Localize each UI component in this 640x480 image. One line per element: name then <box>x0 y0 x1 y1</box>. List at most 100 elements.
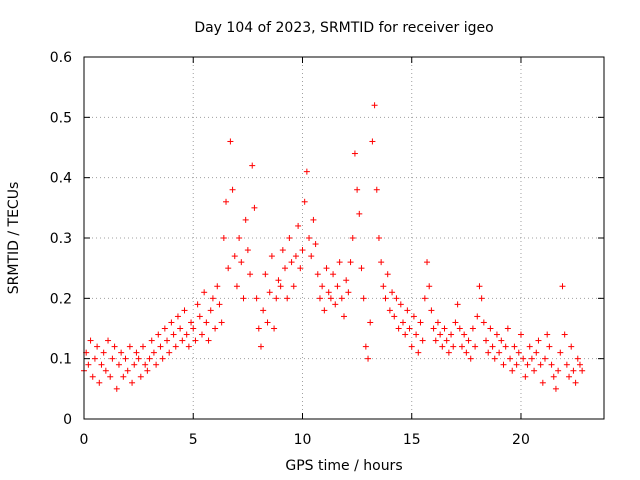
data-point <box>516 350 522 356</box>
data-point <box>345 289 351 295</box>
data-point <box>529 356 535 362</box>
data-point <box>446 350 452 356</box>
data-point <box>417 319 423 325</box>
y-tick-label: 0.4 <box>50 171 72 187</box>
data-point <box>173 344 179 350</box>
data-point <box>147 356 153 362</box>
data-point <box>538 362 544 368</box>
data-point <box>455 301 461 307</box>
data-point <box>426 283 432 289</box>
data-point <box>286 235 292 241</box>
data-point <box>160 356 166 362</box>
data-point <box>138 374 144 380</box>
y-tick-label: 0 <box>63 412 72 428</box>
data-point <box>575 356 581 362</box>
data-point <box>295 223 301 229</box>
data-point <box>557 350 563 356</box>
data-point <box>184 332 190 338</box>
data-point <box>221 235 227 241</box>
y-tick-label: 0.3 <box>50 231 72 247</box>
data-point <box>182 307 188 313</box>
data-point <box>393 295 399 301</box>
data-point <box>133 350 139 356</box>
data-point <box>365 356 371 362</box>
data-point <box>551 374 557 380</box>
data-point <box>299 247 305 253</box>
data-point <box>199 332 205 338</box>
data-point <box>265 319 271 325</box>
data-point <box>400 319 406 325</box>
data-point <box>573 380 579 386</box>
data-point <box>317 295 323 301</box>
data-point <box>535 338 541 344</box>
data-point <box>500 362 506 368</box>
data-point <box>562 332 568 338</box>
data-point <box>361 295 367 301</box>
data-point <box>442 326 448 332</box>
data-point <box>109 356 115 362</box>
data-point <box>92 356 98 362</box>
data-point <box>232 253 238 259</box>
data-point <box>260 307 266 313</box>
data-point <box>188 319 194 325</box>
data-point <box>219 319 225 325</box>
data-point <box>306 235 312 241</box>
data-point <box>533 350 539 356</box>
data-points <box>81 102 585 392</box>
data-point <box>555 368 561 374</box>
data-point <box>127 344 133 350</box>
data-point <box>162 326 168 332</box>
x-tick-label: 10 <box>294 432 312 448</box>
data-point <box>85 362 91 368</box>
data-point <box>94 344 100 350</box>
data-point <box>125 368 131 374</box>
data-point <box>568 344 574 350</box>
data-point <box>88 338 94 344</box>
data-point <box>171 332 177 338</box>
data-point <box>186 344 192 350</box>
data-point <box>409 344 415 350</box>
data-point <box>407 326 413 332</box>
data-point <box>372 102 378 108</box>
data-point <box>579 368 585 374</box>
data-point <box>319 283 325 289</box>
data-point <box>223 199 229 205</box>
data-point <box>236 235 242 241</box>
data-point <box>511 344 517 350</box>
x-axis-label: GPS time / hours <box>285 458 402 474</box>
data-point <box>439 344 445 350</box>
y-tick-label: 0.2 <box>50 291 72 307</box>
data-point <box>527 344 533 350</box>
data-point <box>175 313 181 319</box>
data-point <box>332 301 338 307</box>
data-point <box>450 344 456 350</box>
data-point <box>256 326 262 332</box>
data-point <box>415 350 421 356</box>
data-point <box>570 368 576 374</box>
data-point <box>518 332 524 338</box>
data-point <box>195 301 201 307</box>
data-point <box>422 295 428 301</box>
data-point <box>177 326 183 332</box>
data-point <box>216 301 222 307</box>
data-point <box>142 362 148 368</box>
data-point <box>411 313 417 319</box>
srmtid-scatter-chart: Day 104 of 2023, SRMTID for receiver ige… <box>0 0 640 480</box>
data-point <box>240 295 246 301</box>
data-point <box>428 307 434 313</box>
chart-title: Day 104 of 2023, SRMTID for receiver ige… <box>194 20 493 36</box>
data-point <box>267 289 273 295</box>
data-point <box>271 326 277 332</box>
data-point <box>564 362 570 368</box>
data-point <box>380 283 386 289</box>
data-point <box>463 350 469 356</box>
data-point <box>120 374 126 380</box>
data-point <box>225 265 231 271</box>
data-point <box>282 265 288 271</box>
data-point <box>339 295 345 301</box>
data-point <box>566 374 572 380</box>
data-point <box>470 326 476 332</box>
data-point <box>433 338 439 344</box>
data-point <box>531 368 537 374</box>
data-point <box>503 344 509 350</box>
